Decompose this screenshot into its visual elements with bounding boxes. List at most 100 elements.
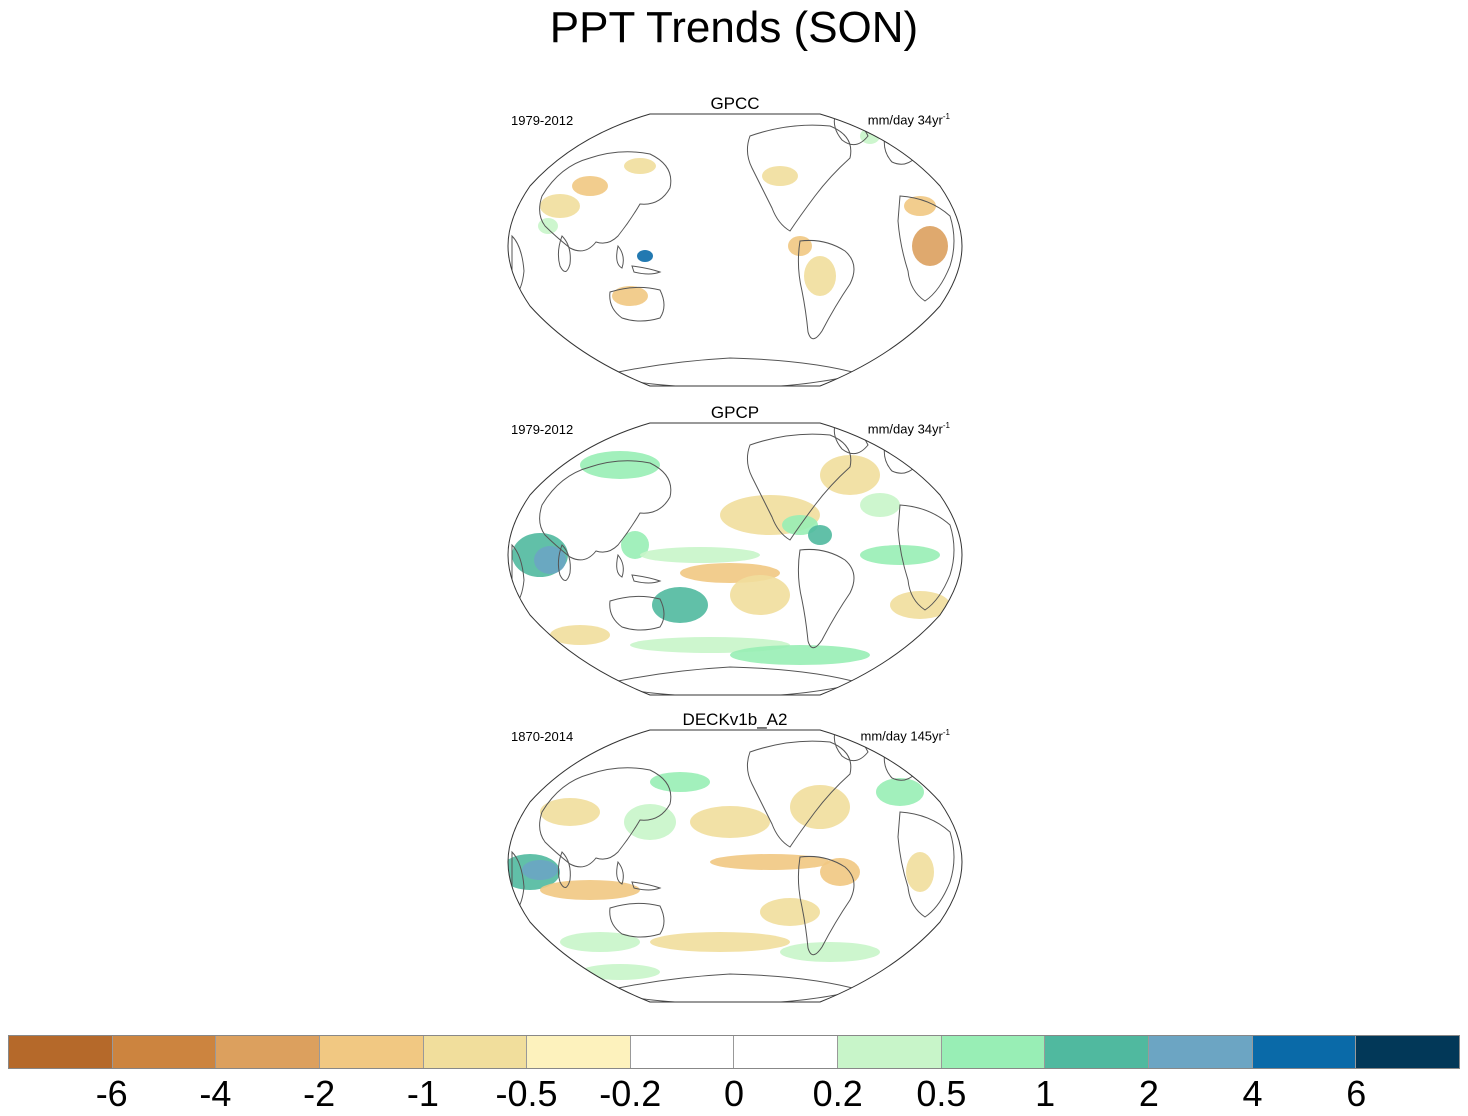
- trend-region: [522, 860, 558, 880]
- coastline: [897, 811, 955, 918]
- map-frame: [507, 422, 963, 696]
- trend-region: [612, 286, 648, 306]
- trend-region: [804, 256, 836, 296]
- trend-region: [538, 218, 558, 234]
- colorbar-tick-label: -0.2: [599, 1073, 662, 1114]
- colorbar-tick-label: 1: [1035, 1073, 1056, 1114]
- trend-region: [652, 587, 708, 623]
- trend-region: [820, 455, 880, 495]
- trend-region: [780, 942, 880, 962]
- trend-region: [550, 625, 610, 645]
- colorbar-box: [838, 1036, 942, 1068]
- colorbar-box: [1149, 1036, 1253, 1068]
- trend-region: [890, 591, 950, 619]
- trend-region: [637, 250, 653, 262]
- trend-region: [580, 451, 660, 479]
- panel-title: GPCP: [710, 403, 760, 422]
- colorbar-box: [941, 1036, 1046, 1068]
- panel-period: 1870-2014: [511, 729, 574, 744]
- trend-region: [540, 880, 640, 900]
- coastline: [746, 124, 852, 232]
- colorbar-box: [112, 1036, 217, 1068]
- trend-region: [534, 546, 566, 574]
- panel-period: 1979-2012: [511, 113, 574, 128]
- trend-region: [906, 852, 934, 892]
- trend-region: [572, 176, 608, 196]
- trend-region: [540, 798, 600, 826]
- coastline: [557, 544, 571, 581]
- panel-title: DECKv1b_A2: [682, 710, 788, 729]
- map-panel-gpcp: GPCP 1979-2012 mm/day 34yr-1: [500, 403, 970, 705]
- trend-region: [808, 525, 832, 545]
- trend-region: [640, 547, 760, 563]
- coastline: [797, 856, 855, 956]
- colorbar-tick-label: -1: [406, 1073, 439, 1114]
- coastline: [539, 151, 672, 252]
- panel-units: mm/day 145yr-1: [860, 728, 951, 744]
- coastline: [897, 504, 955, 611]
- trend-region: [621, 531, 649, 559]
- colorbar-tick-label: -4: [199, 1073, 232, 1114]
- colorbar-tick-label: -2: [303, 1073, 336, 1114]
- coastline: [631, 574, 662, 584]
- trend-region: [730, 645, 870, 665]
- trend-region: [650, 932, 790, 952]
- panel-title: GPCC: [710, 94, 760, 113]
- trend-region: [762, 166, 798, 186]
- trend-region: [624, 158, 656, 174]
- panel-units: mm/day 34yr-1: [867, 421, 950, 437]
- trend-region: [860, 493, 900, 517]
- map-frame: [507, 729, 963, 1003]
- colorbar-tick-label: 0: [723, 1073, 745, 1114]
- panel-period: 1979-2012: [511, 422, 574, 437]
- map-deck: [507, 729, 963, 1003]
- trend-region: [860, 545, 940, 565]
- map-gpcp: [507, 422, 963, 696]
- coastline: [539, 460, 672, 561]
- coastline: [616, 244, 624, 269]
- coastline: [557, 851, 571, 888]
- colorbar-box: [1252, 1036, 1357, 1068]
- colorbar-tick-label: -6: [95, 1073, 128, 1114]
- colorbar-box: [1356, 1036, 1459, 1068]
- trend-region: [650, 772, 710, 792]
- colorbar-tick-label: 4: [1242, 1073, 1263, 1114]
- coastline: [616, 860, 624, 885]
- coastline: [631, 265, 662, 275]
- panel-units: mm/day 34yr-1: [867, 112, 950, 128]
- trend-region: [730, 575, 790, 615]
- trend-region: [690, 806, 770, 838]
- colorbar-box: [423, 1036, 528, 1068]
- coastline: [557, 235, 571, 272]
- colorbar-tick-label: -0.5: [495, 1073, 558, 1114]
- trend-region: [790, 785, 850, 829]
- map-gpcc: [507, 113, 963, 387]
- coastline: [797, 549, 855, 649]
- trend-region: [788, 236, 812, 256]
- trend-region: [760, 898, 820, 926]
- colorbar-tick-label: 2: [1138, 1073, 1159, 1114]
- colorbar-box: [734, 1036, 839, 1068]
- coastline: [609, 902, 665, 938]
- colorbar-box: [9, 1036, 113, 1068]
- trend-region: [820, 858, 860, 886]
- colorbar-box: [527, 1036, 631, 1068]
- colorbar-tick-label: 0.2: [812, 1073, 863, 1114]
- colorbar-box: [630, 1036, 735, 1068]
- trend-region: [624, 804, 676, 840]
- trend-region: [560, 932, 640, 952]
- coastline: [746, 740, 852, 848]
- trend-region: [876, 778, 924, 806]
- figure-title: PPT Trends (SON): [549, 3, 919, 52]
- coastline: [897, 195, 955, 302]
- colorbar-tick-label: 0.5: [916, 1073, 967, 1114]
- colorbar-box: [319, 1036, 424, 1068]
- coastline: [609, 595, 665, 631]
- colorbar-tick-label: 6: [1346, 1073, 1367, 1114]
- trend-region: [540, 194, 580, 218]
- coastline: [631, 881, 662, 891]
- trend-region: [580, 964, 660, 980]
- coastline: [746, 433, 852, 541]
- coastline: [616, 553, 624, 578]
- map-panel-deck: DECKv1b_A2 1870-2014 mm/day 145yr-1: [500, 710, 970, 1012]
